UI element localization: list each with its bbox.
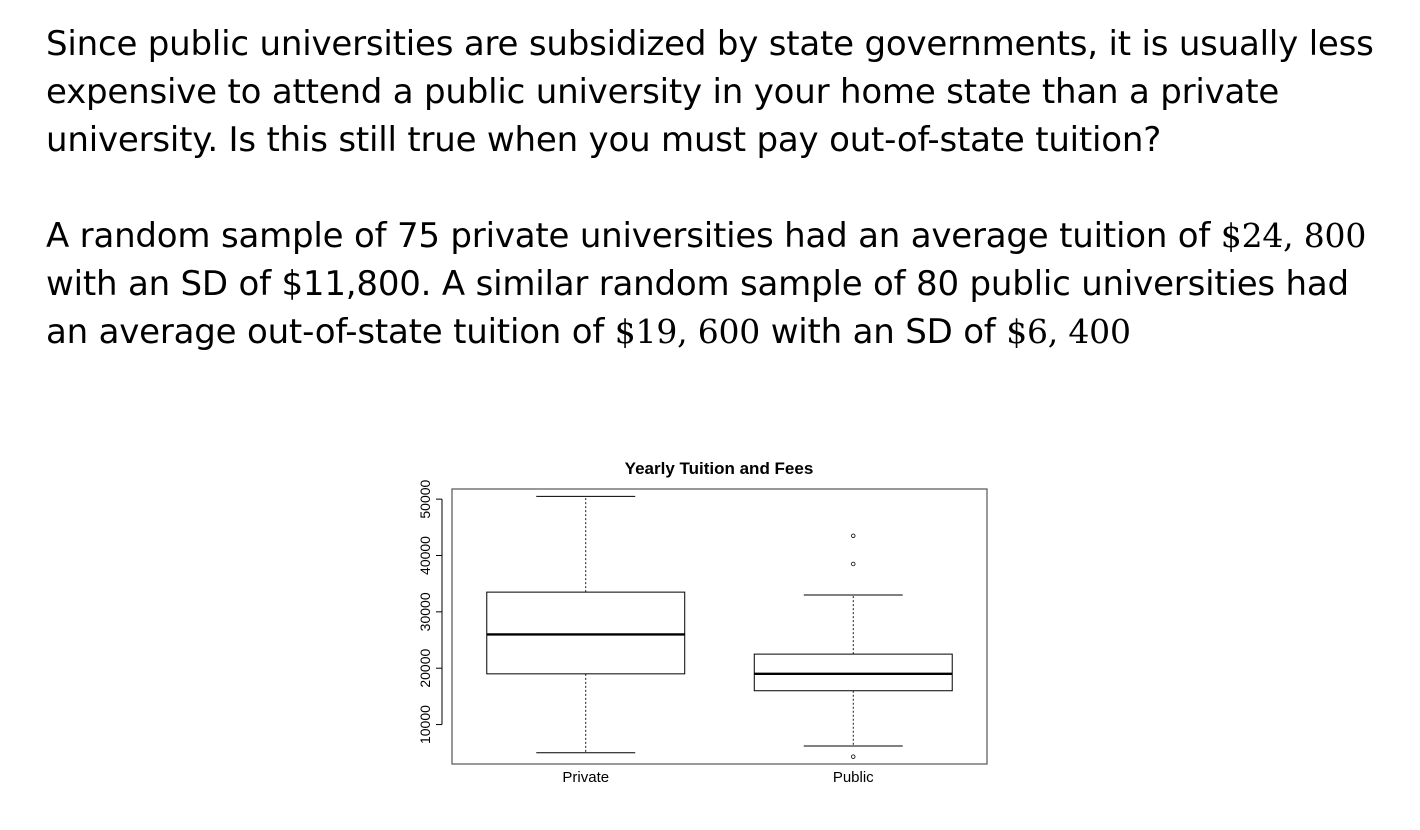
box-public <box>753 533 953 759</box>
tuition-boxplot: Yearly Tuition and Fees 10000 20000 30000 4… <box>400 448 1020 808</box>
plot-frame <box>451 488 988 765</box>
y-tick-label-10000: 10000 <box>417 705 433 744</box>
y-tick-label-50000: 50000 <box>417 479 433 518</box>
y-axis: 10000 20000 30000 40000 50000 <box>417 479 443 744</box>
boxplot-svg: Yearly Tuition and Fees 10000 20000 30000 4… <box>417 459 988 786</box>
sample-text-part3: with an SD of <box>760 312 1007 352</box>
y-tick-label-30000: 30000 <box>417 592 433 631</box>
y-tick-label-40000: 40000 <box>417 536 433 575</box>
box-public-iqr <box>753 653 953 692</box>
public-sd-value: $6, 400 <box>1006 312 1131 351</box>
box-private-iqr <box>486 591 686 675</box>
public-mean-value: $19, 600 <box>614 312 761 351</box>
sample-paragraph: A random sample of 75 private universiti… <box>46 212 1386 356</box>
x-label-private: Private <box>562 769 609 786</box>
box-private <box>486 495 686 754</box>
x-axis-labels: Private Public <box>562 769 874 786</box>
box-public-outlier-2 <box>851 754 856 759</box>
intro-paragraph: Since public universities are subsidized… <box>46 24 1374 160</box>
sample-text-part2: with an SD of $11,800. A similar random … <box>46 264 1349 352</box>
private-mean-value: $24, 800 <box>1220 216 1367 255</box>
box-public-outlier-0 <box>851 533 856 538</box>
chart-title: Yearly Tuition and Fees <box>625 459 814 478</box>
boxes-layer <box>486 495 953 759</box>
x-label-public: Public <box>833 769 874 786</box>
y-tick-label-20000: 20000 <box>417 649 433 688</box>
box-public-outlier-1 <box>851 561 856 567</box>
sample-text-part1: A random sample of 75 private universiti… <box>46 216 1221 256</box>
